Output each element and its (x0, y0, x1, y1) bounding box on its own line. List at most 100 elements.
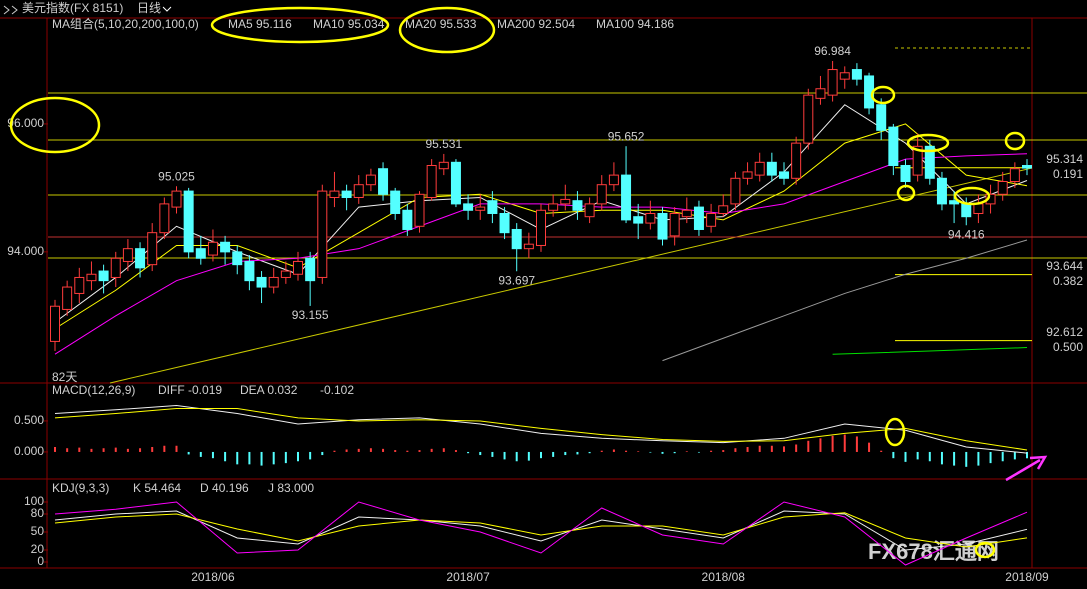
macd-title: MACD(12,26,9) (52, 383, 135, 397)
legend-entry: DEA 0.032 (240, 383, 298, 397)
y-tick-label: 50 (31, 524, 45, 538)
indicator-line (54, 501, 1028, 566)
candle-body (159, 203, 170, 234)
candle-body (584, 203, 595, 218)
price-extreme-label: 93.155 (292, 308, 329, 322)
candle-body (681, 209, 692, 218)
x-tick-label: 2018/07 (446, 570, 490, 584)
candle-body (693, 206, 704, 230)
candle-body (669, 212, 680, 237)
candle-body (244, 260, 255, 282)
legend-name: MA20 (405, 17, 437, 31)
instrument-title: 美元指数(FX 8151) (22, 0, 123, 15)
candle-body (268, 276, 279, 288)
y-tick-label: 0.000 (14, 444, 44, 458)
candle-body (475, 206, 486, 211)
price-extreme-label: 93.697 (498, 273, 535, 287)
indicator-line (54, 408, 1028, 451)
legend-name: DIFF (158, 383, 185, 397)
legend-value: -0.019 (188, 383, 222, 397)
candle-body (876, 104, 887, 131)
indicator-line (54, 510, 1028, 551)
legend-name: MA100 (596, 17, 634, 31)
candle-body (827, 69, 838, 96)
price-extreme-label: 96.984 (814, 44, 851, 58)
candle-body (718, 205, 729, 214)
candle-body (280, 270, 291, 278)
y-tick-label: 0.500 (14, 413, 44, 427)
y-tick-label: 100 (24, 494, 44, 508)
fib-price: 93.644 (1046, 259, 1083, 273)
candle-body (997, 181, 1008, 195)
candle-body (207, 241, 218, 256)
candle-body (122, 248, 133, 262)
candle-body (487, 200, 498, 214)
y-tick-label: 20 (31, 542, 45, 556)
legend-entry: J 83.000 (268, 481, 314, 495)
legend-value: 83.000 (277, 481, 314, 495)
candle-body (341, 190, 352, 198)
x-tick-label: 2018/09 (1005, 570, 1049, 584)
legend-entry: MA20 95.533 (405, 17, 477, 31)
candle-body (232, 251, 243, 266)
legend-entry: D 40.196 (200, 481, 249, 495)
legend-entry: MA100 94.186 (596, 17, 674, 31)
candle-body (1022, 165, 1032, 169)
legend-entry: MA200 92.504 (497, 17, 575, 31)
candle-body (426, 165, 437, 198)
x-tick-label: 2018/06 (191, 570, 235, 584)
candle-body (742, 171, 753, 179)
candle-body (730, 177, 741, 205)
indicator-line (54, 153, 1028, 355)
annotation: 82天 (52, 370, 77, 384)
indicator-line (54, 512, 1028, 548)
indicator-line (832, 347, 1028, 355)
legend-value: 54.464 (144, 481, 181, 495)
candle-body (779, 171, 789, 179)
legend-value: 92.504 (538, 17, 575, 31)
highlight-rings (9, 6, 1026, 559)
legend-entry: K 54.464 (133, 481, 181, 495)
candle-body (365, 174, 376, 186)
candle-body (499, 212, 510, 234)
indicator-line (54, 404, 1028, 454)
candle-body (572, 200, 583, 211)
candle-body (62, 286, 73, 310)
indicator-line (662, 239, 1028, 362)
legend-entry: DIFF -0.019 (158, 383, 222, 397)
candle-body (621, 174, 632, 221)
x-tick-label: 2018/08 (702, 570, 746, 584)
candle-body (839, 72, 850, 80)
candle-body (548, 203, 559, 211)
legend-entry: MA5 95.116 (228, 17, 292, 31)
period-selector[interactable]: 日线 (137, 1, 161, 15)
fib-ratio: 0.500 (1053, 340, 1083, 354)
candle-body (596, 184, 607, 205)
candle-body (511, 228, 522, 250)
candle-body (402, 209, 413, 230)
legend-entry: MA10 95.034 (313, 17, 385, 31)
dropdown-arrow[interactable] (162, 6, 172, 12)
legend-value: 94.186 (637, 17, 674, 31)
candle-body (900, 165, 911, 183)
nav-icon[interactable] (3, 5, 18, 15)
candle-body (220, 241, 231, 253)
candle-body (766, 161, 777, 176)
fib-ratio: 0.382 (1053, 274, 1083, 288)
candle-body (608, 174, 619, 186)
kdj-title: KDJ(9,3,3) (52, 481, 109, 495)
candle-body (438, 161, 449, 170)
legend-name: MA10 (313, 17, 345, 31)
candle-body (815, 88, 826, 99)
fib-price: 92.612 (1046, 325, 1083, 339)
price-extreme-label: 95.652 (608, 129, 645, 143)
candle-body (74, 276, 85, 294)
candle-body (645, 212, 656, 224)
fib-price: 95.314 (1046, 152, 1083, 166)
legend-name: MA200 (497, 17, 535, 31)
indicator-label: MA组合(5,10,20,200,100,0) (52, 16, 199, 31)
legend-name: DEA (240, 383, 265, 397)
legend-value: 95.034 (348, 17, 385, 31)
candle-body (523, 243, 534, 250)
